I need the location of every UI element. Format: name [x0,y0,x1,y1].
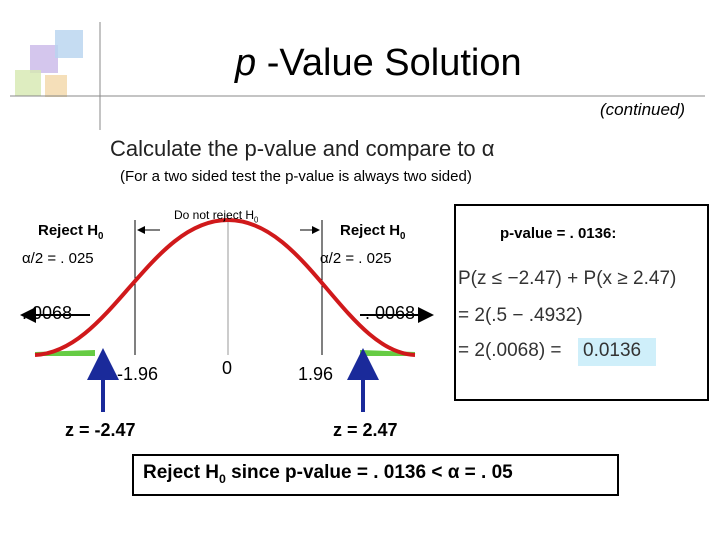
center-value: 0 [222,358,233,378]
box-line: P(z ≤ −2.47) + P(x ≥ 2.47) [458,268,677,289]
box-title: p-value = . 0136: [500,225,617,242]
heading: Calculate the p-value and compare to α [110,136,495,161]
area-label: . 0068 [365,303,416,323]
conclusion: Reject H0 since p-value = . 0136 < α = .… [143,462,513,486]
text: 0 [254,215,259,225]
reject-label: Reject H0 [38,222,103,242]
text: Reject H [38,222,99,239]
critical-value: -1.96 [117,364,159,384]
text: Reject H [143,462,220,483]
subheading: (For a two sided test the p-value is alw… [120,168,472,185]
reject-label: Reject H0 [340,222,405,242]
text: Do not reject H [174,208,255,222]
area-label: . 0068 [22,303,73,323]
do-not-reject-label: Do not reject H0 [174,208,258,224]
box-line: = 2(.5 − .4932) [458,305,583,326]
text: Reject H [340,222,401,239]
box-line: = 2(.0068) = [458,340,562,361]
alpha-label: α/2 = . 025 [22,250,94,267]
critical-value: 1.96 [298,364,334,384]
z-value: z = -2.47 [65,420,136,440]
text: p [235,42,257,84]
text: -Value Solution [256,42,522,84]
continued: (continued) [600,100,686,119]
text: 0 [219,471,226,486]
result: 0.0136 [583,340,642,361]
text: since p-value = . 0136 < α = . 05 [225,462,513,483]
text: 0 [98,231,104,242]
alpha-label: α/2 = . 025 [320,250,392,267]
text: 0 [400,231,406,242]
title: p -Value Solution [235,42,522,85]
z-value: z = 2.47 [333,420,398,440]
